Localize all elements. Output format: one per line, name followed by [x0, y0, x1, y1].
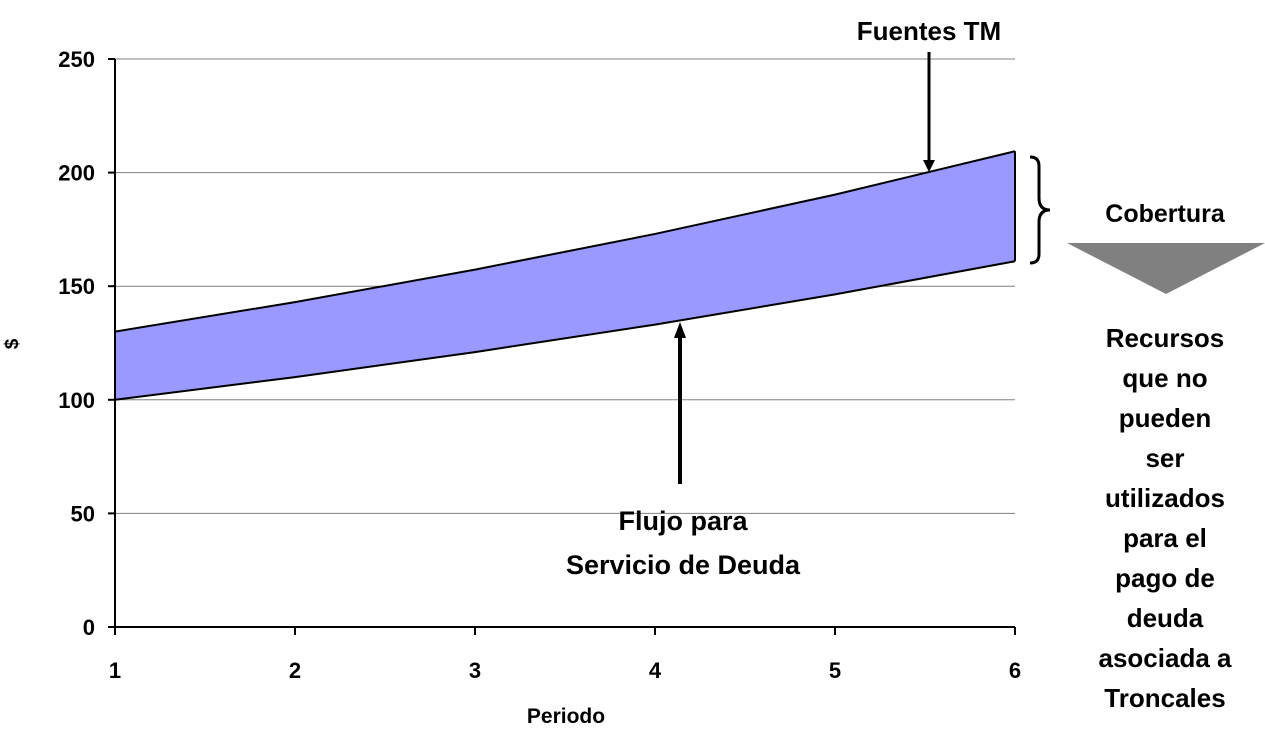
recursos-line-8: deuda [1127, 603, 1204, 633]
recursos-label: Recursos que no pueden ser utilizados para el… [1099, 323, 1233, 713]
y-tick-label-100: 100 [58, 388, 95, 413]
fuentes-tm-label: Fuentes TM [857, 16, 1001, 46]
coverage-band-fill [115, 151, 1015, 400]
x-tick-label-6: 6 [1009, 658, 1021, 683]
y-tick-label-250: 250 [58, 47, 95, 72]
y-tick-label-50: 50 [71, 501, 95, 526]
flujo-label-line-2: Servicio de Deuda [566, 550, 801, 580]
annotation-layer: Fuentes TM Flujo para Servicio de Deuda … [566, 16, 1265, 713]
x-tick-label-2: 2 [289, 658, 301, 683]
flujo-arrow-head [674, 322, 686, 338]
recursos-line-2: que no [1122, 363, 1207, 393]
cobertura-label: Cobertura [1105, 200, 1226, 228]
flujo-label-line-1: Flujo para [618, 506, 748, 536]
recursos-line-9: asociada a [1099, 643, 1233, 673]
recursos-line-10: Troncales [1104, 683, 1225, 713]
x-tick-label-4: 4 [649, 658, 662, 683]
x-tick-label-5: 5 [829, 658, 841, 683]
y-tick-label-0: 0 [83, 615, 95, 640]
x-tick-label-1: 1 [109, 658, 121, 683]
recursos-line-6: para el [1123, 523, 1207, 553]
recursos-line-5: utilizados [1105, 483, 1225, 513]
cobertura-brace [1030, 157, 1050, 263]
recursos-line-1: Recursos [1106, 323, 1225, 353]
area-layer [115, 151, 1015, 400]
recursos-line-3: pueden [1119, 403, 1211, 433]
cobertura-down-triangle [1067, 243, 1265, 294]
y-tick-label-200: 200 [58, 161, 95, 186]
recursos-line-7: pago de [1115, 563, 1215, 593]
y-axis-label: $ [2, 338, 23, 349]
x-axis-label: Periodo [527, 705, 605, 728]
x-tick-label-3: 3 [469, 658, 481, 683]
recursos-line-4: ser [1145, 443, 1184, 473]
y-tick-label-150: 150 [58, 274, 95, 299]
